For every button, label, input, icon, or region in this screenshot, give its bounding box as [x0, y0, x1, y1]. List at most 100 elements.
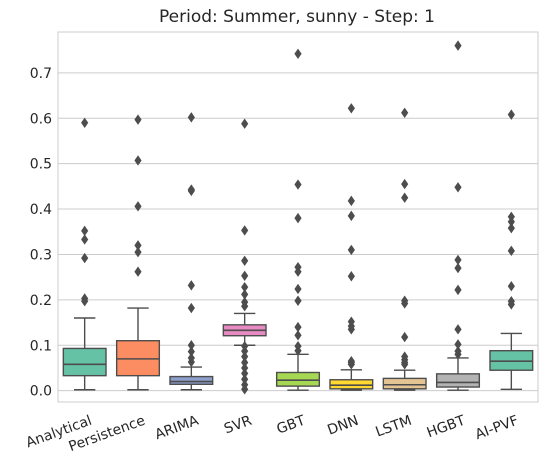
outlier-point	[134, 201, 142, 212]
x-tick-label: LSTM	[373, 413, 414, 441]
x-tick-label: HGBT	[425, 413, 468, 442]
outlier-point	[294, 340, 302, 352]
plot-area: 0.00.10.20.30.40.50.60.7AnalyticalPersis…	[24, 31, 539, 455]
box-analytical	[62, 117, 107, 391]
box-lstm	[382, 107, 427, 391]
x-tick-label: GBT	[275, 413, 308, 438]
outlier-point	[454, 284, 462, 296]
outlier-point	[134, 246, 142, 258]
outlier-point	[401, 331, 409, 343]
y-tick-label: 0.7	[30, 66, 52, 82]
outlier-point	[347, 271, 355, 282]
outlier-point	[401, 295, 409, 306]
outlier-point	[454, 40, 462, 51]
outlier-point	[454, 339, 462, 350]
outlier-point	[241, 225, 249, 236]
outlier-point	[347, 210, 355, 222]
outlier-point	[401, 107, 409, 119]
box-iqr	[169, 375, 214, 385]
box-arima	[169, 112, 214, 391]
outlier-point	[241, 362, 249, 374]
outlier-point	[294, 212, 302, 224]
outlier-point	[81, 252, 89, 264]
outlier-point	[507, 281, 515, 292]
outlier-point	[347, 103, 355, 114]
box-iqr	[275, 371, 321, 387]
outlier-point	[507, 109, 515, 120]
outlier-point	[81, 234, 89, 245]
outlier-point	[187, 184, 195, 195]
outlier-point	[241, 368, 249, 379]
box-iqr	[435, 373, 481, 388]
outlier-point	[454, 254, 462, 266]
outlier-point	[401, 192, 409, 203]
outlier-point	[81, 293, 89, 304]
y-tick-label: 0.0	[30, 384, 52, 400]
outlier-point	[347, 355, 355, 367]
outlier-point	[241, 289, 249, 300]
x-tick-label: ARIMA	[153, 413, 201, 444]
box-ai-pvf	[489, 109, 534, 390]
chart-title: Period: Summer, sunny - Step: 1	[159, 7, 435, 27]
outlier-point	[134, 266, 142, 277]
outlier-point	[294, 295, 302, 306]
outlier-point	[187, 280, 195, 291]
outlier-point	[241, 118, 249, 129]
outlier-point	[134, 240, 142, 251]
box-dnn	[329, 103, 374, 391]
outlier-point	[81, 117, 89, 128]
outlier-point	[507, 211, 515, 222]
outlier-point	[507, 245, 515, 257]
outlier-point	[241, 357, 249, 368]
outlier-point	[187, 302, 195, 314]
x-tick-label: SVR	[222, 413, 254, 438]
y-tick-label: 0.1	[30, 338, 52, 354]
outlier-point	[241, 296, 249, 308]
box-svr	[222, 118, 267, 395]
outlier-point	[454, 324, 462, 335]
outlier-point	[401, 178, 409, 190]
outlier-point	[347, 195, 355, 207]
box-persistence	[115, 114, 161, 391]
box-iqr	[62, 347, 107, 377]
outlier-point	[294, 283, 302, 295]
outlier-point	[187, 340, 195, 351]
outlier-point	[294, 179, 302, 190]
outlier-point	[507, 222, 515, 234]
outlier-point	[507, 296, 515, 307]
outlier-point	[187, 352, 195, 364]
outlier-point	[134, 155, 142, 166]
box-hgbt	[435, 40, 481, 391]
outlier-point	[241, 351, 249, 362]
outlier-point	[241, 374, 249, 385]
box-iqr	[382, 377, 427, 390]
outlier-point	[241, 379, 249, 390]
y-tick-label: 0.3	[30, 247, 52, 263]
plot-frame	[57, 31, 539, 403]
outlier-point	[187, 112, 195, 123]
outlier-point	[294, 48, 302, 59]
y-tick-label: 0.2	[30, 293, 52, 309]
y-tick-label: 0.4	[30, 202, 52, 218]
outlier-point	[294, 321, 302, 333]
x-tick-label: AI-PVF	[473, 413, 521, 443]
y-tick-label: 0.6	[30, 111, 52, 127]
y-tick-label: 0.5	[30, 157, 52, 173]
outlier-point	[241, 340, 249, 352]
box-iqr	[329, 379, 374, 390]
outlier-point	[134, 114, 142, 125]
outlier-point	[401, 351, 409, 362]
outlier-point	[454, 182, 462, 193]
outlier-point	[294, 261, 302, 273]
outlier-point	[81, 225, 89, 237]
outlier-point	[454, 262, 462, 274]
outlier-point	[241, 255, 249, 267]
outlier-point	[187, 346, 195, 357]
x-tick-label: DNN	[325, 413, 360, 439]
outlier-point	[294, 330, 302, 341]
outlier-point	[454, 345, 462, 357]
outlier-point	[241, 270, 249, 281]
outlier-point	[241, 281, 249, 293]
outlier-point	[347, 244, 355, 256]
